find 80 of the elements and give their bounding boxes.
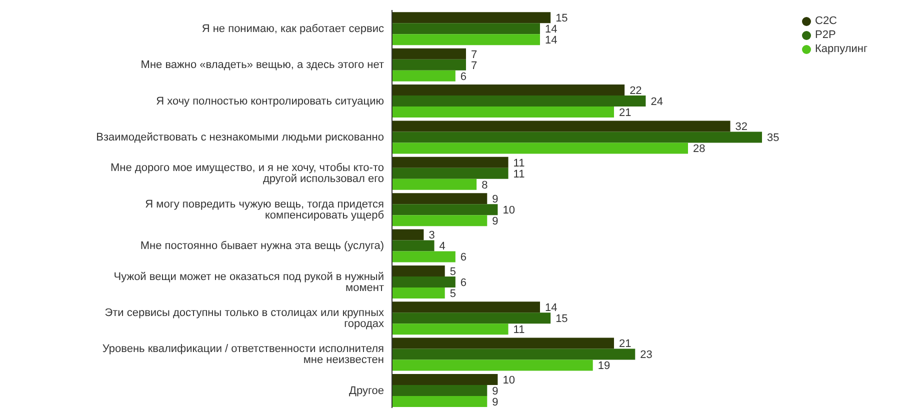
- data-label: 5: [450, 266, 456, 278]
- data-label: 10: [502, 374, 515, 386]
- data-label: 21: [619, 106, 632, 119]
- bar: [392, 23, 540, 34]
- bar: [392, 96, 646, 107]
- bar: [392, 384, 488, 396]
- bar: [392, 324, 508, 335]
- data-label: 11: [513, 157, 525, 170]
- y-tick-label: Мне важно «владеть» вещью, а здесь этого нет: [140, 59, 384, 72]
- legend-label: P2P: [815, 29, 836, 41]
- bar: [392, 374, 498, 385]
- bar: [392, 302, 540, 313]
- bar: [392, 132, 762, 143]
- data-label: 15: [556, 313, 568, 326]
- data-label: 23: [640, 349, 652, 362]
- y-tick-label: Уровень квалификации / ответственности исполнителя мне неизвестен: [102, 343, 384, 366]
- y-tick-label: Я могу повредить чужую вещь, тогда придется компенсировать ущерб: [145, 198, 384, 222]
- data-label: 11: [513, 168, 525, 180]
- legend-label: Карпулинг: [815, 43, 868, 55]
- bar: [392, 215, 488, 226]
- bar: [392, 338, 614, 349]
- data-label: 28: [693, 143, 706, 156]
- data-label: 14: [545, 34, 558, 47]
- bar: [392, 360, 593, 371]
- data-label: 14: [545, 302, 558, 314]
- bar: [392, 251, 456, 262]
- data-label: 9: [492, 193, 498, 206]
- bar: [392, 156, 508, 168]
- data-label: 4: [439, 240, 446, 253]
- data-label: 15: [556, 12, 568, 25]
- y-tick-label: Другое: [349, 384, 384, 397]
- bar: [392, 70, 456, 82]
- bar: [392, 120, 730, 132]
- bar: [392, 348, 636, 360]
- bar: [392, 276, 456, 288]
- data-label: 9: [492, 385, 498, 398]
- data-label: 8: [482, 179, 488, 192]
- bar: [392, 59, 466, 70]
- legend-label: C2C: [815, 15, 838, 27]
- bar: [392, 287, 445, 298]
- data-label: 6: [460, 70, 467, 83]
- data-label: 35: [767, 132, 780, 144]
- bar: [392, 312, 551, 324]
- y-tick-label: Я не понимаю, как работает сервис: [202, 22, 384, 35]
- bar: [392, 84, 625, 96]
- bar: [392, 265, 445, 276]
- data-label: 32: [735, 121, 748, 134]
- y-tick-label: Чужой вещи может не оказаться под рукой в нужный момент: [114, 270, 384, 294]
- bar: [392, 204, 498, 216]
- bar: [392, 106, 614, 118]
- y-tick-label: Я хочу полностью контролировать ситуацию: [156, 95, 384, 108]
- data-label: 10: [502, 204, 515, 216]
- bar: [392, 48, 466, 60]
- bar: [392, 142, 688, 154]
- bar: [392, 229, 424, 240]
- data-label: 14: [545, 24, 558, 36]
- y-tick-label: Эти сервисы доступны только в столицах или крупных городах: [104, 306, 384, 330]
- bar: [392, 34, 540, 46]
- data-label: 24: [650, 96, 663, 108]
- bar: [392, 193, 488, 204]
- data-label: 6: [460, 276, 467, 289]
- data-label: 7: [471, 48, 478, 61]
- bar: [392, 178, 477, 190]
- data-label: 22: [630, 84, 642, 97]
- data-label: 9: [492, 215, 498, 228]
- y-tick-label: Взаимодействовать с незнакомыми людьми рискованно: [96, 132, 384, 144]
- data-label: 3: [428, 230, 435, 242]
- bar: [392, 396, 488, 407]
- bar: [392, 12, 551, 24]
- data-label: 21: [619, 338, 632, 350]
- y-tick-label: Мне дорого мое имущество, и я не хочу, чтобы кто-то другой использовал его: [110, 162, 384, 186]
- data-label: 19: [598, 360, 610, 372]
- data-label: 5: [450, 288, 456, 300]
- data-label: 6: [460, 252, 467, 264]
- bar: [392, 168, 508, 179]
- y-tick-label: Мне постоянно бывает нужна эта вещь (услуга): [140, 240, 384, 252]
- data-label: 11: [513, 324, 525, 336]
- bar: [392, 240, 434, 252]
- data-label: 7: [471, 60, 478, 72]
- data-label: 9: [492, 396, 498, 408]
